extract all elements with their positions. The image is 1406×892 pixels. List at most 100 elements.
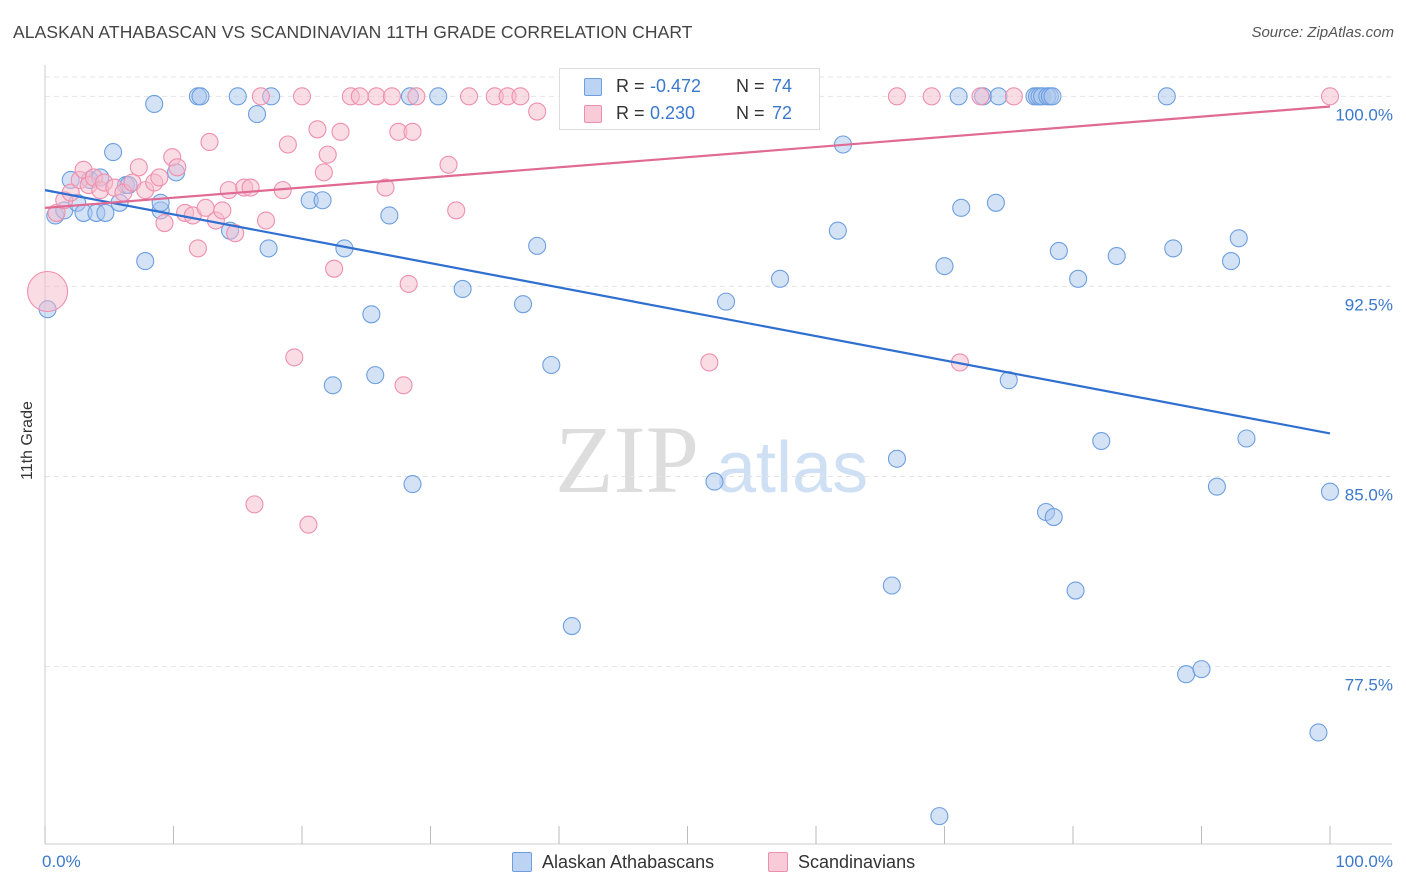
legend-swatch-pink [584,105,602,123]
scandinavian-trend-line [44,105,1331,209]
athabascan-point [453,279,472,299]
scandinavian-point [285,348,304,367]
scandinavian-point [150,168,169,187]
athabascan-point [828,221,847,240]
scandinavian-point [331,122,350,141]
x-tick-label-min: 0.0% [42,852,81,871]
athabascan-point [1044,508,1063,527]
n-label: N = [736,103,765,123]
series-name: Alaskan Athabascans [542,852,715,872]
athabascan-point [362,305,381,324]
athabascan-point [96,203,115,222]
athabascan-point [1043,87,1062,106]
athabascan-point [145,94,164,113]
athabascan-point [1229,229,1248,248]
athabascan-point [887,449,907,468]
r-label: R = [616,103,645,123]
scandinavian-point [407,87,426,106]
n-label: N = [736,76,765,96]
series-swatch-blue [512,852,532,872]
scandinavian-point [245,495,264,514]
scandinavian-point [922,87,941,106]
y-tick-label: 77.5% [1345,676,1393,695]
scandinavian-point [325,259,344,278]
athabascan-point [952,198,971,217]
scandinavian-point [292,87,312,106]
athabascan-point [313,191,332,210]
y-tick-label: 85.0% [1345,486,1393,505]
scandinavian-point [27,270,69,313]
series-legend-blue: Alaskan Athabascans [512,852,714,873]
athabascan-point [770,269,790,288]
athabascan-point [1069,269,1088,288]
athabascan-point [1107,246,1126,266]
scandinavian-point [308,120,327,139]
scandinavian-point [314,163,333,182]
athabascan-point [228,87,247,106]
scandinavian-point [1320,87,1340,106]
athabascan-point [1066,581,1085,600]
scandinavian-point [129,158,148,177]
athabascan-point [104,143,123,162]
athabascan-point [542,355,561,375]
athabascan-point [882,576,901,595]
scandinavian-point [403,122,422,141]
scandinavian-point [168,158,187,177]
athabascan-point [1309,723,1328,742]
scandinavian-point [447,201,466,220]
athabascan-point [1320,482,1340,501]
athabascan-point [986,193,1005,212]
stats-legend-row-blue: R = -0.472 N = 74 [560,74,819,100]
y-tick-label: 100.0% [1335,105,1393,124]
scandinavian-point [382,87,402,106]
athabascan-point [380,206,399,225]
scandinavian-point [219,181,238,200]
x-tick-label-max: 100.0% [1335,852,1393,871]
scandinavian-point [528,102,547,121]
scandinavian-point [200,132,219,152]
chart-title: ALASKAN ATHABASCAN VS SCANDINAVIAN 11TH … [13,22,693,42]
athabascan-point [1192,660,1211,679]
athabascan-trend-line [44,189,1331,435]
athabascan-point [429,87,448,106]
scandinavian-point [394,376,413,395]
watermark-zip: ZIP [555,406,699,513]
scandinavian-point [971,87,990,106]
stats-legend: R = -0.472 N = 74 R = 0.230 N = 72 [559,68,820,130]
athabascan-point [562,616,581,636]
series-swatch-pink [768,852,788,872]
athabascan-point [1207,477,1226,496]
r-value: 0.230 [650,103,696,123]
athabascan-point [1157,87,1176,106]
athabascan-point [151,193,170,212]
scandinavian-point [511,87,530,106]
scandinavian-point [700,353,719,372]
athabascan-point [935,257,954,276]
scandinavian-point [278,135,297,154]
athabascan-point [513,295,533,314]
series-name: Scandinavians [798,852,916,872]
source-label: Source: ZipAtlas.com [1251,24,1394,41]
n-value: 72 [772,103,793,123]
scandinavian-point [213,201,232,220]
athabascan-point [949,87,968,106]
athabascan-point [1092,431,1111,451]
scandinavian-point [226,224,245,243]
athabascan-point [366,366,385,385]
scandinavian-point [439,155,458,174]
athabascan-point [1164,239,1183,258]
scandinavian-point [367,87,386,106]
r-label: R = [616,76,645,96]
athabascan-point [716,292,736,311]
scandinavian-point [188,239,207,258]
scandinavian-point [459,87,479,106]
athabascan-point [1177,665,1196,684]
scandinavian-point [350,87,369,106]
scandinavian-point [887,87,907,106]
scandinavian-point [256,211,276,230]
athabascan-point [528,236,547,255]
athabascan-point [1049,241,1068,260]
series-legend-pink: Scandinavians [768,852,915,873]
scandinavian-point [1004,87,1023,106]
